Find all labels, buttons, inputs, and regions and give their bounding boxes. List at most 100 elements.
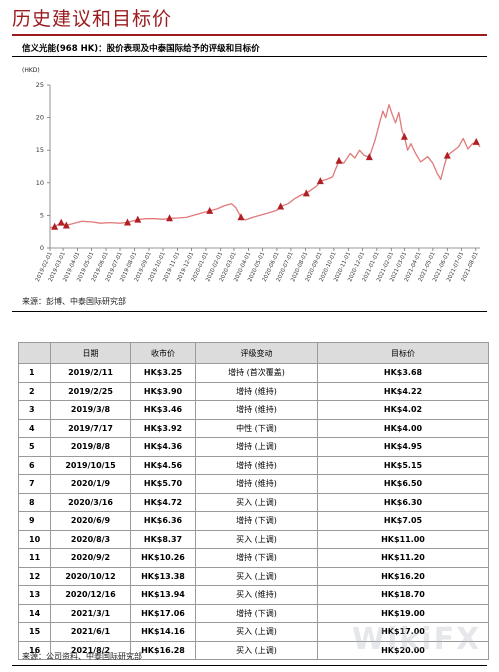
rating-marker: [443, 151, 451, 159]
chart-top-rule: [12, 56, 487, 57]
y-tick-label: 0: [40, 244, 44, 252]
rating-marker: [134, 215, 142, 223]
row-target: HK$4.22: [317, 381, 489, 401]
row-close: HK$3.46: [130, 400, 196, 420]
price-chart: (HKD)05101520252019-02-012019-03-012019-…: [22, 67, 481, 283]
table-row: 9 2020/6/9 HK$6.36 增持 (下调) HK$7.05: [18, 511, 489, 531]
row-close: HK$5.70: [130, 474, 196, 494]
row-close: HK$4.72: [130, 492, 196, 512]
y-tick-label: 15: [36, 146, 44, 154]
row-close: HK$13.38: [130, 566, 196, 586]
rating-marker: [400, 132, 408, 140]
table-row: 14 2021/3/1 HK$17.06 增持 (下调) HK$19.00: [18, 603, 489, 623]
row-index: 7: [18, 474, 51, 494]
row-target: HK$18.70: [317, 585, 489, 605]
row-close: HK$8.37: [130, 529, 196, 549]
row-date: 2020/1/9: [50, 474, 131, 494]
row-close: HK$3.90: [130, 381, 196, 401]
table-row: 8 2020/3/16 HK$4.72 买入 (上调) HK$6.30: [18, 492, 489, 512]
row-target: HK$6.30: [317, 492, 489, 512]
header-target: 目标价: [317, 342, 489, 364]
y-tick-label: 5: [40, 211, 44, 219]
rating-marker: [206, 206, 214, 214]
row-index: 15: [18, 622, 51, 642]
watermark-logo: WikiFX: [352, 622, 482, 657]
rating-marker: [472, 137, 480, 145]
row-date: 2021/3/1: [50, 603, 131, 623]
row-close: HK$10.26: [130, 548, 196, 568]
rating-marker: [166, 214, 174, 222]
row-rating: 增持 (上调): [195, 437, 318, 457]
row-index: 12: [18, 566, 51, 586]
rating-marker: [51, 222, 59, 230]
row-date: 2021/6/1: [50, 622, 131, 642]
table-row: 16 2021/8/2 HK$16.28 买入 (上调) HK$20.00: [18, 640, 489, 660]
row-close: HK$13.94: [130, 585, 196, 605]
row-rating: 增持 (下调): [195, 548, 318, 568]
y-tick-label: 20: [36, 114, 44, 122]
row-target: HK$11.00: [317, 529, 489, 549]
row-rating: 买入 (上调): [195, 492, 318, 512]
rating-marker: [277, 202, 285, 210]
row-date: 2019/2/25: [50, 381, 131, 401]
table-row: 15 2021/6/1 HK$14.16 买入 (上调) HK$17.00: [18, 622, 489, 642]
row-target: HK$20.00: [317, 640, 489, 660]
row-target: HK$3.68: [317, 363, 489, 383]
row-index: 10: [18, 529, 51, 549]
row-index: 6: [18, 455, 51, 475]
row-target: HK$11.20: [317, 548, 489, 568]
row-date: 2020/6/9: [50, 511, 131, 531]
header-date: 日期: [50, 342, 131, 364]
table-row: 1 2019/2/11 HK$3.25 增持 (首次覆盖) HK$3.68: [18, 363, 489, 383]
table-row: 3 2019/3/8 HK$3.46 增持 (维持) HK$4.02: [18, 400, 489, 420]
table-row: 11 2020/9/2 HK$10.26 增持 (下调) HK$11.20: [18, 548, 489, 568]
row-close: HK$3.25: [130, 363, 196, 383]
row-rating: 增持 (维持): [195, 455, 318, 475]
row-index: 13: [18, 585, 51, 605]
row-index: 1: [18, 363, 51, 383]
table-bottom-rule: [12, 665, 487, 666]
y-tick-label: 25: [36, 81, 44, 89]
row-rating: 中性 (下调): [195, 418, 318, 438]
table-row: 13 2020/12/16 HK$13.94 买入 (维持) HK$18.70: [18, 585, 489, 605]
price-line: [49, 103, 481, 229]
row-target: HK$19.00: [317, 603, 489, 623]
row-index: 9: [18, 511, 51, 531]
chart-title: 信义光能(968 HK)：股价表现及中泰国际给予的评级和目标价: [22, 44, 260, 54]
y-axis-label: (HKD): [22, 67, 40, 74]
table-row: 10 2020/8/3 HK$8.37 买入 (上调) HK$11.00: [18, 529, 489, 549]
row-rating: 增持 (维持): [195, 381, 318, 401]
header-rating: 评级变动: [195, 342, 318, 364]
rating-marker: [237, 213, 245, 221]
row-date: 2019/7/17: [50, 418, 131, 438]
rating-marker: [316, 177, 324, 185]
row-date: 2019/8/8: [50, 437, 131, 457]
row-index: 4: [18, 418, 51, 438]
table-header-row: 日期 收市价 评级变动 目标价: [18, 342, 489, 364]
row-close: HK$17.06: [130, 603, 196, 623]
row-close: HK$4.36: [130, 437, 196, 457]
row-date: 2019/3/8: [50, 400, 131, 420]
row-close: HK$14.16: [130, 622, 196, 642]
rating-marker: [62, 221, 70, 229]
section-title: 历史建议和目标价: [12, 8, 173, 30]
header-close: 收市价: [130, 342, 196, 364]
row-index: 14: [18, 603, 51, 623]
row-target: HK$4.00: [317, 418, 489, 438]
row-target: HK$4.02: [317, 400, 489, 420]
table-row: 6 2019/10/15 HK$4.56 增持 (维持) HK$5.15: [18, 455, 489, 475]
title-rule: [12, 34, 487, 36]
row-date: 2020/10/12: [50, 566, 131, 586]
row-rating: 买入 (维持): [195, 585, 318, 605]
table-row: 2 2019/2/25 HK$3.90 增持 (维持) HK$4.22: [18, 381, 489, 401]
row-rating: 增持 (下调): [195, 603, 318, 623]
row-rating: 买入 (上调): [195, 566, 318, 586]
rating-marker: [335, 156, 343, 164]
chart-bottom-rule: [12, 311, 487, 312]
row-rating: 增持 (维持): [195, 400, 318, 420]
row-close: HK$6.36: [130, 511, 196, 531]
rating-marker: [302, 189, 310, 197]
row-rating: 买入 (上调): [195, 529, 318, 549]
row-target: HK$7.05: [317, 511, 489, 531]
row-index: 8: [18, 492, 51, 512]
